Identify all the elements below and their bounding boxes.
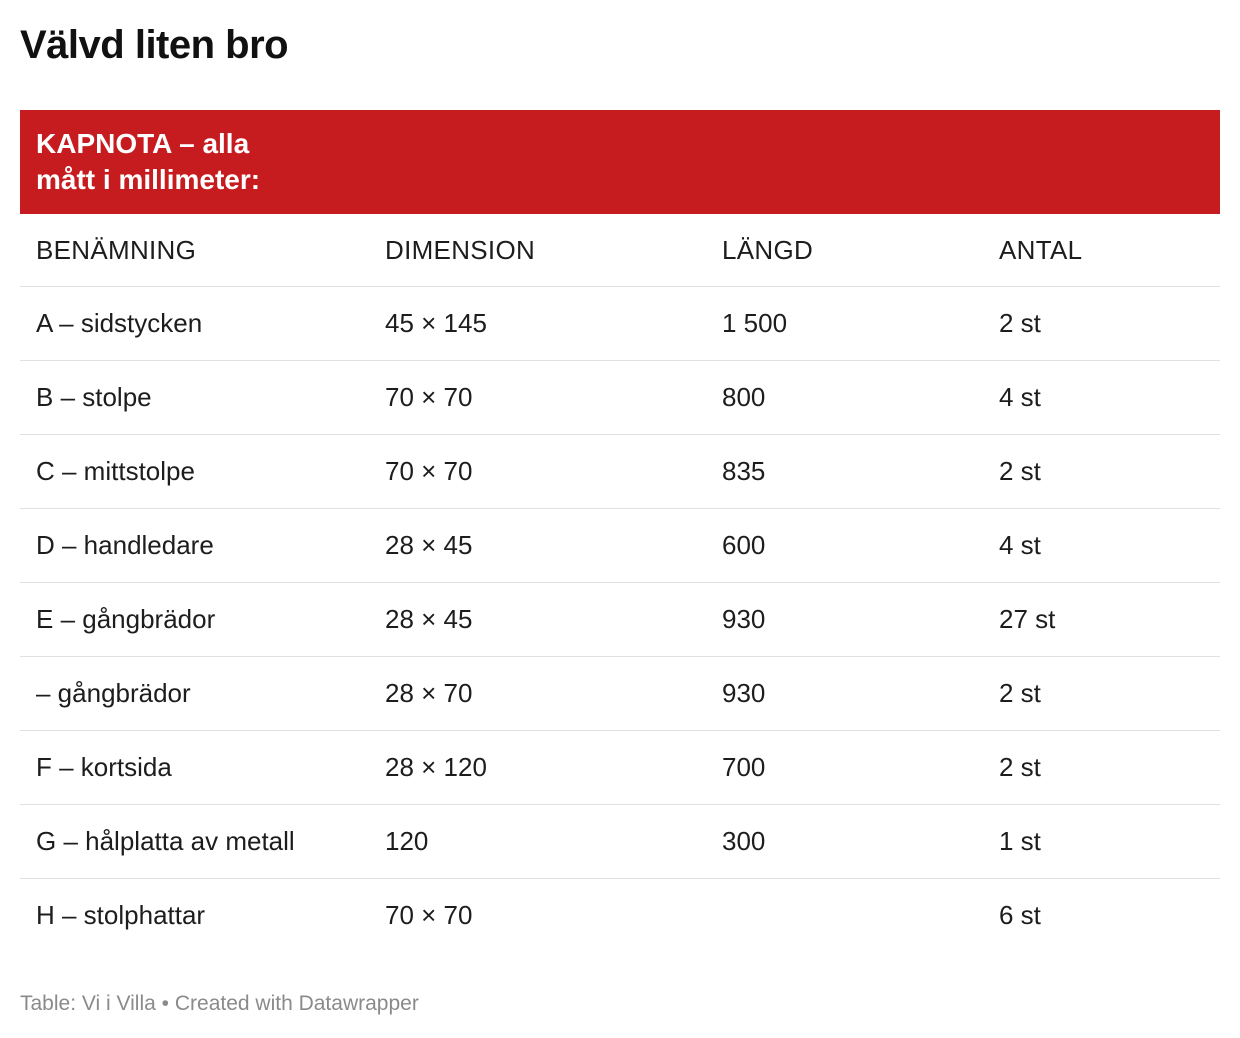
cell-dimension: 28 × 120 [369, 730, 706, 805]
table-row: E – gångbrädor 28 × 45 930 27 st [20, 582, 1220, 657]
cell-dimension: 70 × 70 [369, 434, 706, 509]
table-row: – gångbrädor 28 × 70 930 2 st [20, 656, 1220, 731]
cell-antal: 2 st [983, 434, 1220, 509]
cell-benamning: G – hålplatta av metall [20, 804, 369, 879]
footer-separator: • [161, 992, 170, 1015]
cell-benamning: B – stolpe [20, 360, 369, 435]
cell-antal: 4 st [983, 508, 1220, 583]
cell-dimension: 70 × 70 [385, 900, 473, 930]
cell-antal: 1 st [983, 804, 1220, 879]
footer-datawrapper-link[interactable]: Created with Datawrapper [174, 992, 419, 1015]
cell-antal: 2 st [983, 730, 1220, 805]
page-title: Välvd liten bro [20, 23, 289, 67]
cell-benamning: E – gångbrädor [20, 582, 369, 657]
table-row: A – sidstycken 45 × 145 1 500 2 st [20, 286, 1220, 361]
cell-benamning: C – mittstolpe [20, 434, 369, 509]
cell-dimension: 28 × 45 [369, 582, 706, 657]
banner-line-2: mått i millimeter: [36, 164, 261, 195]
table-row: B – stolpe 70 × 70 800 4 st [20, 360, 1220, 435]
table-row: G – hålplatta av metall 120 300 1 st [20, 804, 1220, 879]
cell-langd [706, 879, 983, 953]
cell-benamning: D – handledare [20, 508, 369, 583]
cell-benamning: A – sidstycken [20, 286, 369, 361]
table-row: C – mittstolpe 70 × 70 835 2 st [20, 434, 1220, 509]
footer-source: Table: Vi i Villa [20, 992, 156, 1015]
column-header-dimension: DIMENSION [369, 214, 706, 287]
cell-langd: 1 500 [706, 286, 983, 361]
cell-langd: 835 [706, 434, 983, 509]
cell-dimension: 28 × 45 [369, 508, 706, 583]
cell-dimension: 70 × 70 [369, 360, 706, 435]
cell-langd: 800 [706, 360, 983, 435]
cell-antal: 27 st [983, 582, 1220, 657]
column-header-antal: ANTAL [983, 214, 1220, 287]
table-banner: KAPNOTA – alla mått i millimeter: [20, 110, 1220, 214]
banner-text: KAPNOTA – alla mått i millimeter: [36, 126, 296, 198]
cell-langd: 930 [706, 582, 983, 657]
cell-benamning: – gångbrädor [20, 656, 369, 731]
table-row: H – stolphattar 70 × 70 6 st [20, 879, 1220, 953]
cell-dimension: 28 × 70 [369, 656, 706, 731]
column-header-benamning: BENÄMNING [20, 214, 369, 287]
table-row: F – kortsida 28 × 120 700 2 st [20, 730, 1220, 805]
cell-antal: 4 st [983, 360, 1220, 435]
cell-benamning: H – stolphattar [36, 900, 206, 930]
table-header-row: BENÄMNING DIMENSION LÄNGD ANTAL [20, 214, 1220, 287]
cell-antal: 2 st [983, 286, 1220, 361]
cell-antal: 2 st [983, 656, 1220, 731]
cell-antal: 6 st [999, 900, 1041, 930]
cell-langd: 930 [706, 656, 983, 731]
cell-dimension: 120 [369, 804, 706, 879]
cell-langd: 300 [706, 804, 983, 879]
cell-dimension: 45 × 145 [369, 286, 706, 361]
column-header-langd: LÄNGD [706, 214, 983, 287]
banner-line-1: KAPNOTA – alla [36, 128, 250, 159]
cell-langd: 600 [706, 508, 983, 583]
cell-langd: 700 [706, 730, 983, 805]
footer-credit: Table: Vi i Villa • Created with Datawra… [20, 992, 419, 1016]
cell-benamning: F – kortsida [20, 730, 369, 805]
cut-list-table: BENÄMNING DIMENSION LÄNGD ANTAL A – sids… [20, 214, 1220, 952]
table-row: D – handledare 28 × 45 600 4 st [20, 508, 1220, 583]
